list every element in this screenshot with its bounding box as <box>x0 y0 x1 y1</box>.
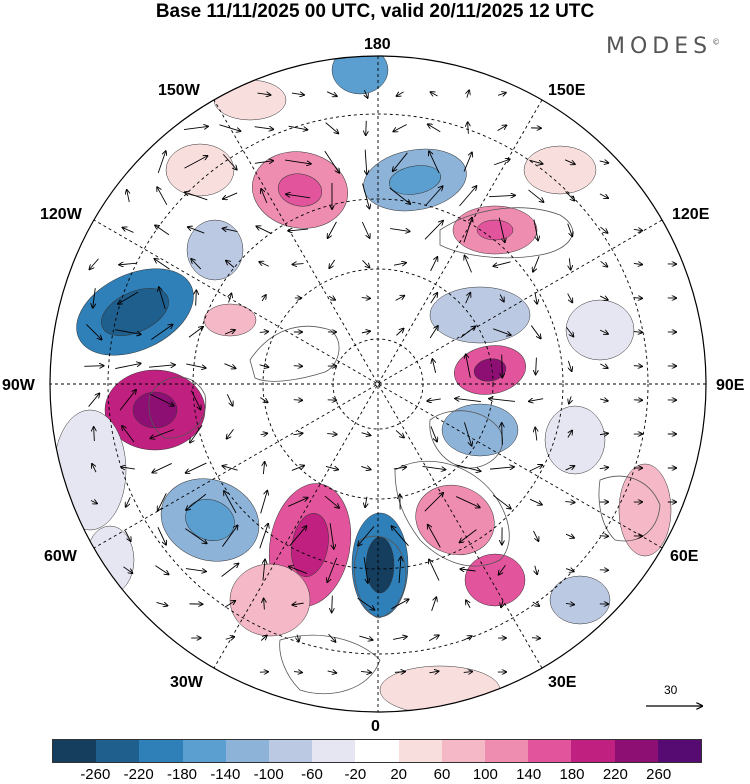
colorbar-tick-label: 260 <box>646 766 671 783</box>
label-60e: 60E <box>670 548 698 566</box>
vector-scale-label: 30 <box>664 683 677 697</box>
wind-arrow <box>502 423 503 445</box>
label-0: 0 <box>371 718 380 736</box>
anomaly-contour <box>550 576 610 624</box>
colorbar-tick-label: -140 <box>210 766 240 783</box>
colorbar-swatch <box>96 740 139 762</box>
colorbar-tick-label: 220 <box>603 766 628 783</box>
colorbar-tick-label: -100 <box>254 766 284 783</box>
colorbar-tick-label: -260 <box>80 766 110 783</box>
colorbar-tick-label: 180 <box>559 766 584 783</box>
anomaly-contour <box>86 526 134 594</box>
colorbar-swatch <box>53 740 96 762</box>
label-120w: 120W <box>40 206 82 224</box>
label-180: 180 <box>364 36 391 54</box>
wind-arrow <box>366 121 367 135</box>
wind-arrow <box>600 536 608 537</box>
anomaly-contour <box>204 304 256 336</box>
colorbar-swatch <box>571 740 614 762</box>
colorbar-swatch <box>615 740 658 762</box>
colorbar-tick-label: -60 <box>301 766 323 783</box>
anomaly-contour <box>442 404 518 456</box>
label-60w: 60W <box>44 548 77 566</box>
anomaly-contour <box>524 146 596 194</box>
wind-arrow <box>196 290 197 305</box>
label-150w: 150W <box>158 82 200 100</box>
colorbar-tick-label: 100 <box>473 766 498 783</box>
anomaly-contour <box>133 392 177 428</box>
anomaly-contour <box>477 220 513 240</box>
anomaly-contour <box>380 666 500 714</box>
colorbar-swatch <box>355 740 398 762</box>
colorbar-tick-label: -20 <box>344 766 366 783</box>
colorbar-swatch <box>658 740 701 762</box>
label-90e: 90E <box>716 377 744 395</box>
wind-arrow <box>294 366 302 367</box>
colorbar-tick-label: -180 <box>167 766 197 783</box>
colorbar-swatch <box>269 740 312 762</box>
anomaly-contour <box>230 564 310 636</box>
colorbar-swatch <box>399 740 442 762</box>
colorbar-swatch <box>183 740 226 762</box>
colorbar-swatch <box>139 740 182 762</box>
colorbar-tick-label: -220 <box>124 766 154 783</box>
colorbar-swatch <box>312 740 355 762</box>
anomaly-contour <box>166 144 234 196</box>
wind-arrow <box>532 638 540 639</box>
wind-arrow <box>84 366 103 367</box>
colorbar-swatch <box>528 740 571 762</box>
colorbar-swatch <box>485 740 528 762</box>
label-120e: 120E <box>672 206 709 224</box>
anomaly-contour <box>187 220 243 280</box>
colorbar-tick-label: 20 <box>390 766 407 783</box>
colorbar-swatch <box>442 740 485 762</box>
anomaly-contour <box>545 406 605 474</box>
anomaly-contour <box>465 554 525 606</box>
anomaly-contour <box>566 300 634 360</box>
colorbar-swatch <box>226 740 269 762</box>
colorbar-tick-label: 60 <box>434 766 451 783</box>
colorbar-labels: -260 -220 -180 -140 -100 -60 -20 20 60 100 140 180 2… <box>52 766 702 784</box>
label-90w: 90W <box>2 377 35 395</box>
anomaly-contour <box>430 287 530 343</box>
wind-arrow <box>502 354 503 377</box>
label-30e: 30E <box>548 674 576 692</box>
colorbar <box>52 739 702 763</box>
anomaly-contour <box>619 464 671 556</box>
colorbar-tick-label: 140 <box>516 766 541 783</box>
anomaly-contour <box>214 80 286 120</box>
wind-arrow <box>294 400 303 401</box>
anomaly-contour <box>366 537 394 593</box>
polar-map <box>0 0 750 740</box>
label-30w: 30W <box>170 674 203 692</box>
label-150e: 150E <box>548 82 585 100</box>
wind-arrow <box>332 596 333 613</box>
anomaly-contour <box>54 410 126 530</box>
